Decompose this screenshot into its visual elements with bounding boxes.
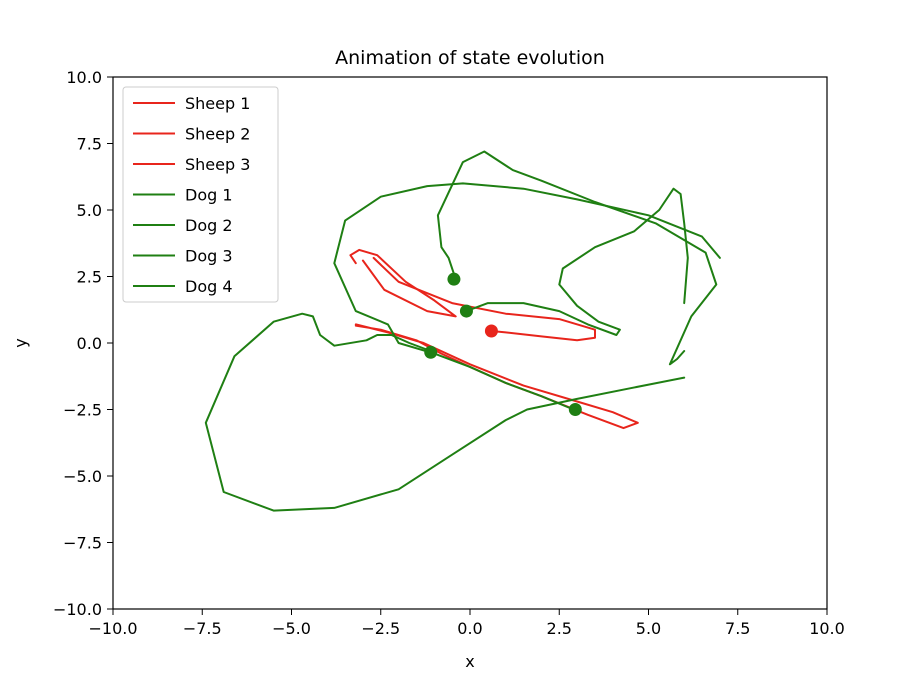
series-marker-5 bbox=[459, 304, 473, 318]
series-line-6 bbox=[204, 312, 686, 512]
x-tick-label: 2.5 bbox=[547, 619, 572, 638]
y-tick-label: −2.5 bbox=[63, 401, 102, 420]
legend: Sheep 1 Sheep 2 Sheep 3 Dog 1 Dog 2 Dog 3 Dog … bbox=[122, 86, 279, 303]
y-axis-ticks: −10.0 −7.5 −5.0 −2.5 0.0 2.5 5.0 7.5 10.0 bbox=[53, 68, 113, 619]
x-tick-label: −7.5 bbox=[183, 619, 222, 638]
y-tick-label: 0.0 bbox=[77, 334, 102, 353]
legend-entry: Dog 1 bbox=[185, 186, 233, 205]
legend-entry: Dog 2 bbox=[185, 216, 233, 235]
legend-box bbox=[122, 86, 279, 303]
series-line-7 bbox=[333, 182, 721, 411]
y-tick-label: 5.0 bbox=[77, 201, 102, 220]
y-axis-label: y bbox=[11, 338, 30, 347]
series-line-2 bbox=[349, 248, 457, 318]
series-marker-6 bbox=[424, 345, 438, 359]
series-line-5 bbox=[465, 187, 689, 336]
series-marker-1 bbox=[484, 324, 498, 338]
x-tick-label: 0.0 bbox=[457, 619, 482, 638]
legend-entry: Sheep 1 bbox=[185, 94, 250, 113]
plot-series bbox=[204, 150, 721, 512]
y-tick-label: 10.0 bbox=[66, 68, 102, 87]
legend-entry: Sheep 2 bbox=[185, 125, 250, 144]
x-axis-ticks: −10.0 −7.5 −5.0 −2.5 0.0 2.5 5.0 7.5 10.0 bbox=[88, 609, 845, 638]
y-tick-label: 7.5 bbox=[77, 135, 102, 154]
chart-title: Animation of state evolution bbox=[335, 47, 605, 69]
x-tick-label: −10.0 bbox=[88, 619, 137, 638]
x-tick-label: −2.5 bbox=[361, 619, 400, 638]
y-tick-label: −5.0 bbox=[63, 467, 102, 486]
x-tick-label: 7.5 bbox=[725, 619, 750, 638]
legend-entry: Dog 3 bbox=[185, 247, 233, 266]
x-tick-label: −5.0 bbox=[272, 619, 311, 638]
legend-entry: Sheep 3 bbox=[185, 155, 250, 174]
x-tick-label: 5.0 bbox=[636, 619, 661, 638]
y-tick-label: −7.5 bbox=[63, 534, 102, 553]
y-tick-label: −10.0 bbox=[53, 600, 102, 619]
y-tick-label: 2.5 bbox=[77, 268, 102, 287]
legend-entry: Dog 4 bbox=[185, 277, 233, 296]
series-marker-7 bbox=[568, 403, 582, 416]
x-tick-label: 10.0 bbox=[809, 619, 845, 638]
x-axis-label: x bbox=[465, 652, 474, 671]
series-marker-4 bbox=[447, 272, 461, 286]
series-line-1 bbox=[372, 256, 596, 342]
series-line-4 bbox=[436, 150, 718, 366]
